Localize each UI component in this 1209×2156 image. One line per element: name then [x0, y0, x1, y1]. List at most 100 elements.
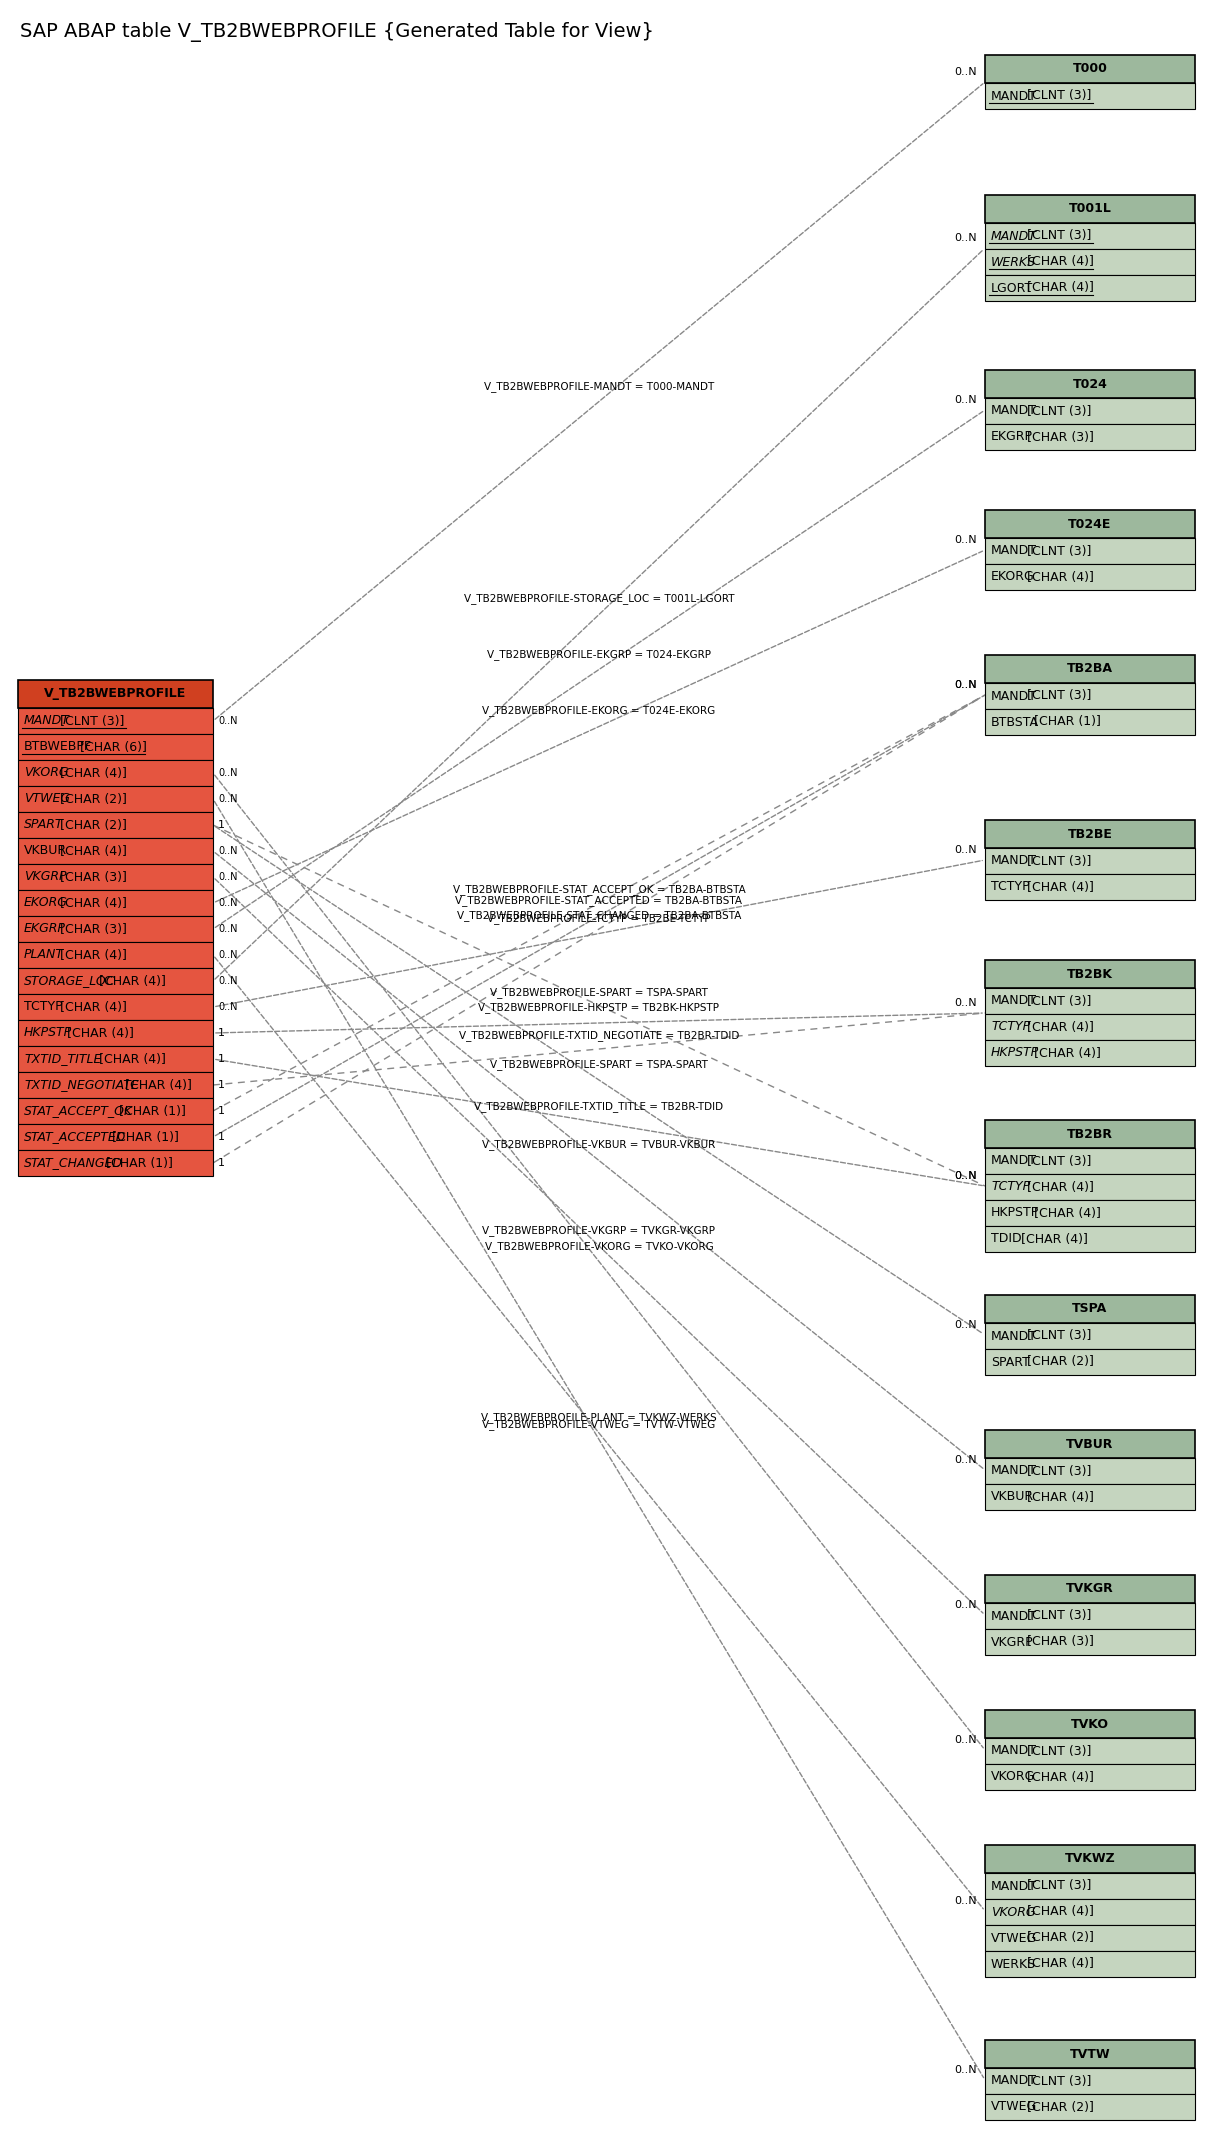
Bar	[18, 1149, 213, 1175]
Text: [CHAR (4)]: [CHAR (4)]	[1023, 1490, 1094, 1503]
Text: TVKWZ: TVKWZ	[1065, 1852, 1116, 1865]
Text: [CHAR (3)]: [CHAR (3)]	[57, 871, 127, 884]
Text: [CLNT (3)]: [CLNT (3)]	[1023, 1611, 1092, 1623]
Bar	[985, 1630, 1194, 1656]
Text: [CHAR (2)]: [CHAR (2)]	[1023, 1356, 1094, 1369]
Text: [CLNT (3)]: [CLNT (3)]	[1023, 1330, 1092, 1343]
Text: V_TB2BWEBPROFILE-MANDT = T000-MANDT: V_TB2BWEBPROFILE-MANDT = T000-MANDT	[484, 382, 715, 392]
Bar	[985, 1324, 1194, 1350]
Bar	[985, 2068, 1194, 2093]
Bar	[985, 371, 1194, 399]
Text: MANDT: MANDT	[991, 405, 1037, 418]
Bar	[985, 655, 1194, 683]
Text: EKORG: EKORG	[24, 897, 68, 910]
Bar	[18, 942, 213, 968]
Bar	[18, 865, 213, 890]
Text: [CHAR (4)]: [CHAR (4)]	[1023, 282, 1094, 295]
Text: BTBSTA: BTBSTA	[991, 716, 1039, 729]
Text: HKPSTP: HKPSTP	[24, 1026, 73, 1039]
Bar	[985, 1119, 1194, 1147]
Text: [CHAR (4)]: [CHAR (4)]	[1023, 880, 1094, 893]
Text: [CHAR (4)]: [CHAR (4)]	[96, 1052, 166, 1065]
Text: [CHAR (4)]: [CHAR (4)]	[57, 897, 127, 910]
Text: [CLNT (3)]: [CLNT (3)]	[1023, 2074, 1092, 2087]
Text: [CHAR (2)]: [CHAR (2)]	[57, 819, 127, 832]
Text: 1: 1	[218, 1028, 225, 1037]
Text: [CLNT (3)]: [CLNT (3)]	[1023, 545, 1092, 558]
Text: 0..N: 0..N	[218, 899, 237, 908]
Text: 0..N: 0..N	[954, 1455, 977, 1464]
Text: HKPSTP: HKPSTP	[991, 1207, 1040, 1220]
Text: V_TB2BWEBPROFILE-TXTID_NEGOTIATE = TB2BR-TDID: V_TB2BWEBPROFILE-TXTID_NEGOTIATE = TB2BR…	[458, 1031, 739, 1041]
Text: TDID: TDID	[991, 1233, 1022, 1246]
Text: V_TB2BWEBPROFILE-STAT_ACCEPTED = TB2BA-BTBSTA: V_TB2BWEBPROFILE-STAT_ACCEPTED = TB2BA-B…	[456, 895, 742, 906]
Bar	[18, 1072, 213, 1097]
Text: [CHAR (4)]: [CHAR (4)]	[57, 768, 127, 780]
Text: V_TB2BWEBPROFILE-STAT_ACCEPT_OK = TB2BA-BTBSTA: V_TB2BWEBPROFILE-STAT_ACCEPT_OK = TB2BA-…	[452, 884, 746, 895]
Text: VKGRP: VKGRP	[24, 871, 66, 884]
Text: 0..N: 0..N	[218, 925, 237, 934]
Text: [CHAR (2)]: [CHAR (2)]	[57, 793, 127, 806]
Text: MANDT: MANDT	[991, 1330, 1037, 1343]
Text: [CLNT (3)]: [CLNT (3)]	[1023, 1464, 1092, 1477]
Text: 0..N: 0..N	[954, 1600, 977, 1611]
Text: 0..N: 0..N	[218, 871, 237, 882]
Text: STAT_ACCEPT_OK: STAT_ACCEPT_OK	[24, 1104, 133, 1117]
Text: 0..N: 0..N	[954, 1171, 977, 1181]
Text: TXTID_TITLE: TXTID_TITLE	[24, 1052, 102, 1065]
Text: SPART: SPART	[991, 1356, 1030, 1369]
Bar	[985, 1457, 1194, 1483]
Text: V_TB2BWEBPROFILE-STAT_CHANGED = TB2BA-BTBSTA: V_TB2BWEBPROFILE-STAT_CHANGED = TB2BA-BT…	[457, 910, 741, 921]
Text: 0..N: 0..N	[218, 977, 237, 985]
Text: [CLNT (3)]: [CLNT (3)]	[1023, 91, 1092, 103]
Bar	[985, 511, 1194, 539]
Text: [CLNT (3)]: [CLNT (3)]	[1023, 229, 1092, 241]
Bar	[18, 813, 213, 839]
Text: TB2BA: TB2BA	[1068, 662, 1113, 675]
Text: V_TB2BWEBPROFILE-SPART = TSPA-SPART: V_TB2BWEBPROFILE-SPART = TSPA-SPART	[490, 987, 708, 998]
Bar	[985, 56, 1194, 82]
Bar	[985, 222, 1194, 248]
Text: VKBUR: VKBUR	[991, 1490, 1034, 1503]
Text: TB2BK: TB2BK	[1068, 968, 1113, 981]
Text: [CHAR (1)]: [CHAR (1)]	[109, 1130, 179, 1143]
Bar	[985, 1429, 1194, 1457]
Text: TVKGR: TVKGR	[1066, 1583, 1113, 1595]
Text: [CHAR (4)]: [CHAR (4)]	[1023, 1906, 1094, 1919]
Bar	[985, 2093, 1194, 2119]
Text: TVBUR: TVBUR	[1066, 1438, 1113, 1451]
Text: 0..N: 0..N	[954, 679, 977, 690]
Bar	[985, 248, 1194, 276]
Bar	[985, 959, 1194, 987]
Text: V_TB2BWEBPROFILE-HKPSTP = TB2BK-HKPSTP: V_TB2BWEBPROFILE-HKPSTP = TB2BK-HKPSTP	[479, 1003, 719, 1013]
Text: 1: 1	[218, 1080, 225, 1091]
Text: EKGRP: EKGRP	[24, 923, 65, 936]
Text: MANDT: MANDT	[991, 994, 1037, 1007]
Text: [CLNT (3)]: [CLNT (3)]	[1023, 1153, 1092, 1169]
Text: TCTYP: TCTYP	[991, 1020, 1030, 1033]
Text: MANDT: MANDT	[991, 690, 1037, 703]
Text: V_TB2BWEBPROFILE-VKGRP = TVKGR-VKGRP: V_TB2BWEBPROFILE-VKGRP = TVKGR-VKGRP	[482, 1225, 716, 1235]
Text: 1: 1	[218, 1158, 225, 1169]
Text: V_TB2BWEBPROFILE-TCTYP = TB2BE-TCTYP: V_TB2BWEBPROFILE-TCTYP = TB2BE-TCTYP	[487, 912, 711, 923]
Text: MANDT: MANDT	[991, 229, 1037, 241]
Text: 0..N: 0..N	[218, 1003, 237, 1011]
Bar	[18, 916, 213, 942]
Text: 0..N: 0..N	[218, 845, 237, 856]
Text: T024E: T024E	[1069, 517, 1112, 530]
Text: 0..N: 0..N	[954, 1319, 977, 1330]
Bar	[985, 1951, 1194, 1977]
Text: [CHAR (4)]: [CHAR (4)]	[1023, 257, 1094, 270]
Text: VKORG: VKORG	[991, 1770, 1035, 1783]
Text: 1: 1	[218, 819, 225, 830]
Text: VKORG: VKORG	[991, 1906, 1035, 1919]
Bar	[985, 399, 1194, 425]
Bar	[985, 1296, 1194, 1324]
Bar	[985, 1175, 1194, 1201]
Text: TCTYP: TCTYP	[991, 880, 1030, 893]
Bar	[985, 819, 1194, 847]
Text: 0..N: 0..N	[218, 716, 237, 727]
Text: TVKO: TVKO	[1071, 1718, 1109, 1731]
Text: WERKS: WERKS	[991, 1958, 1036, 1971]
Text: T000: T000	[1072, 63, 1107, 75]
